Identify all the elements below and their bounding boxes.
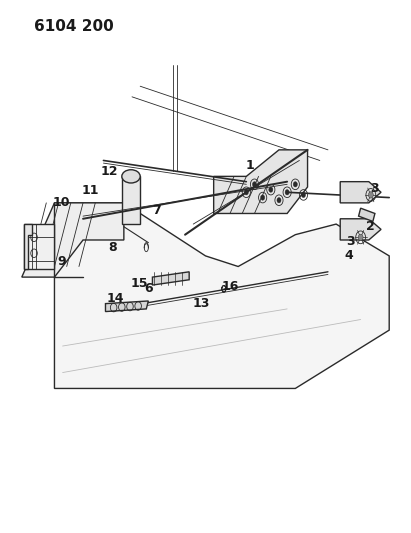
Bar xyxy=(24,224,55,269)
Text: 1: 1 xyxy=(246,159,255,172)
Text: 10: 10 xyxy=(53,196,71,209)
Ellipse shape xyxy=(122,169,140,183)
Bar xyxy=(122,176,140,224)
Polygon shape xyxy=(358,208,375,221)
Polygon shape xyxy=(214,150,307,214)
Circle shape xyxy=(261,195,265,200)
Circle shape xyxy=(277,198,281,203)
Text: 3: 3 xyxy=(346,235,355,247)
Text: 3: 3 xyxy=(370,182,379,195)
Polygon shape xyxy=(152,272,189,285)
Text: 14: 14 xyxy=(106,292,124,305)
Text: 8: 8 xyxy=(108,241,117,254)
Text: 6: 6 xyxy=(144,282,152,295)
Circle shape xyxy=(293,182,297,187)
Text: 4: 4 xyxy=(345,249,353,262)
Polygon shape xyxy=(340,182,381,203)
Polygon shape xyxy=(22,203,124,277)
Text: 9: 9 xyxy=(58,255,66,268)
Text: 2: 2 xyxy=(367,220,375,233)
Text: 6104 200: 6104 200 xyxy=(34,19,114,34)
Circle shape xyxy=(252,182,256,187)
Polygon shape xyxy=(340,219,381,240)
Circle shape xyxy=(269,187,273,192)
Polygon shape xyxy=(106,301,148,312)
Circle shape xyxy=(301,192,305,198)
Text: 15: 15 xyxy=(131,277,148,290)
Text: 16: 16 xyxy=(221,280,239,293)
Circle shape xyxy=(358,234,363,240)
Circle shape xyxy=(244,190,248,195)
Text: 13: 13 xyxy=(193,297,210,310)
Polygon shape xyxy=(24,224,32,269)
Text: 12: 12 xyxy=(101,165,118,177)
Circle shape xyxy=(285,190,289,195)
Text: 7: 7 xyxy=(152,204,161,217)
Polygon shape xyxy=(55,203,389,389)
Text: 11: 11 xyxy=(82,184,99,197)
Circle shape xyxy=(368,192,373,198)
